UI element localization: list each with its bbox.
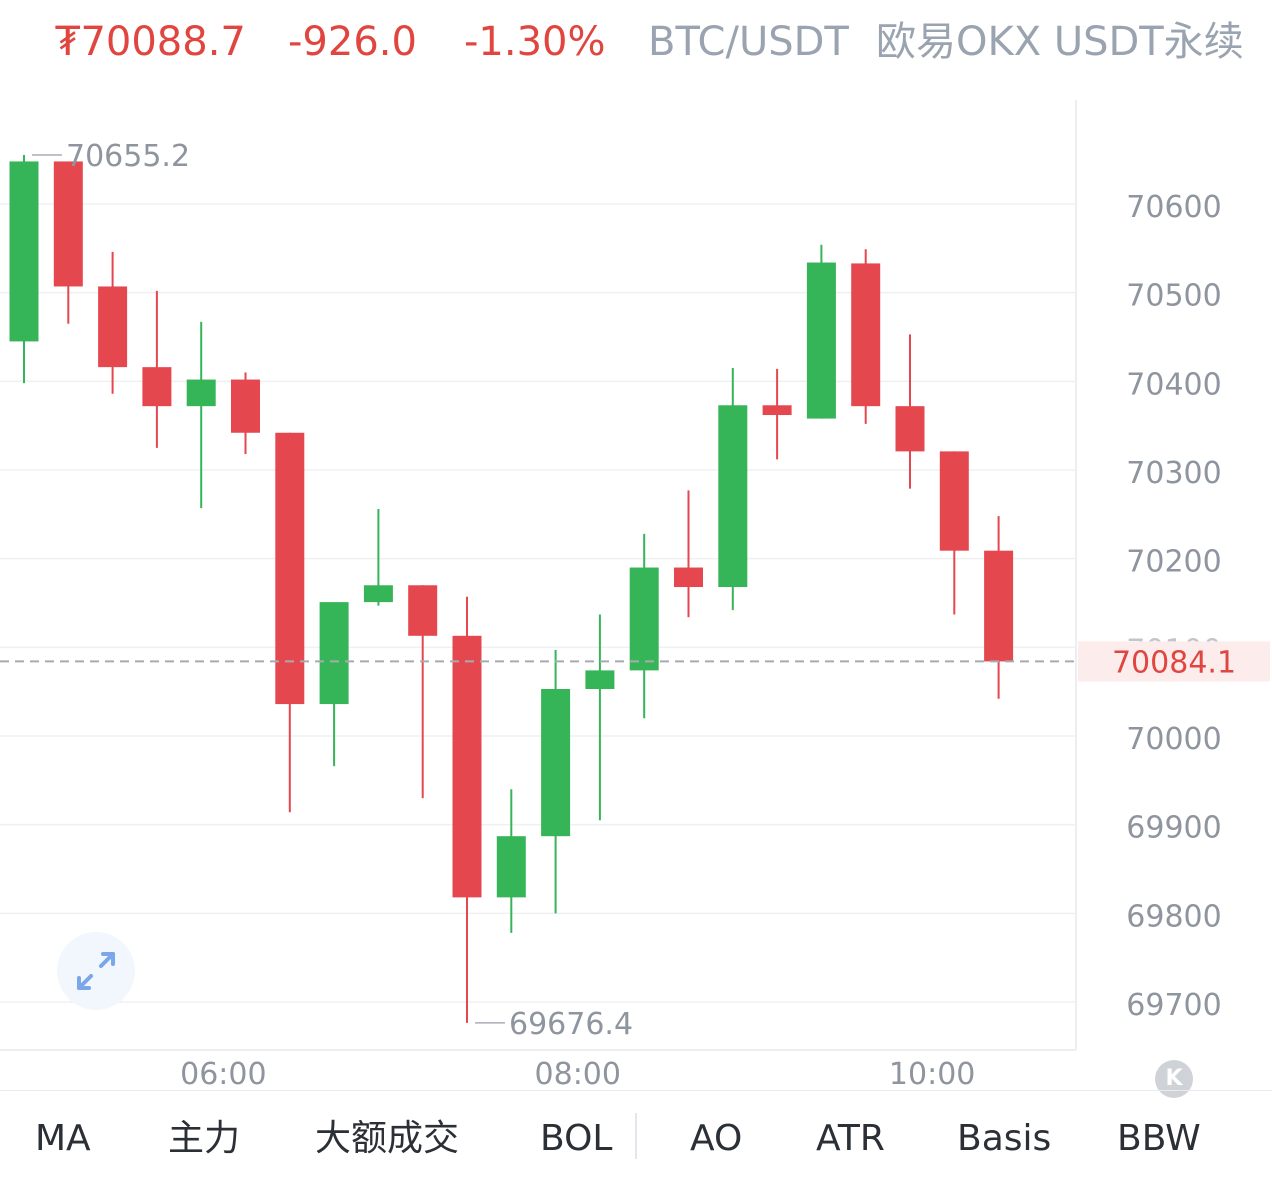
x-tick-label: 10:00 [889,1057,975,1090]
candle-down [851,249,881,424]
expand-arrows-icon [77,952,115,990]
candle-body [939,451,969,551]
tab-bol[interactable]: BOL [540,1118,613,1159]
candle-body [408,585,438,636]
tab-atr[interactable]: ATR [816,1118,885,1159]
candle-down [408,585,438,799]
candle-body [806,262,836,419]
last-price: ₮70088.7 [55,19,246,65]
k-badge-icon[interactable]: K [1155,1060,1193,1098]
tab-ao[interactable]: AO [690,1118,743,1159]
last-price-tag [1078,641,1270,682]
candle-up [496,789,526,933]
candle-down [231,372,260,455]
candle-down [452,596,482,1023]
tab-bbw[interactable]: BBW [1117,1118,1201,1159]
candle-body [53,161,83,287]
exchange-name: 欧易OKX USDT永续 [876,19,1244,65]
y-tick-label: 69800 [1126,899,1221,934]
candle-up [718,368,748,611]
low-label: 69676.4 [509,1007,633,1042]
candle-down [142,290,172,448]
candle-body [496,836,526,898]
candle-body [541,689,571,837]
trading-pair: BTC/USDT [648,19,849,65]
candle-up [585,614,615,821]
ticker-header: ₮70088.7 -926.0 -1.30% BTC/USDT 欧易OKX US… [0,0,1272,90]
candle-body [363,585,393,603]
y-tick-label: 70600 [1126,190,1221,225]
indicator-tabs: MA 主力 大额成交 BOL AO ATR Basis BBW [0,1090,1272,1194]
high-label: 70655.2 [66,139,190,174]
candle-body [452,635,482,898]
x-tick-label: 08:00 [535,1057,621,1090]
y-tick-label: 69700 [1126,988,1221,1023]
x-tick-label: 06:00 [180,1057,266,1090]
candle-down [674,490,703,618]
price-change-percent: -1.30% [464,19,606,65]
tab-main-force[interactable]: 主力 [168,1118,241,1159]
candle-up [9,155,39,384]
candle-up [541,649,571,914]
candle-body [231,379,260,433]
candle-body [585,670,615,690]
candlestick-chart[interactable]: 70600 70500 70400 70300 70200 70000 69900 69800… [0,100,1272,1090]
y-tick-label: 70300 [1126,456,1221,491]
candle-body [186,379,216,407]
y-tick-label: 70500 [1126,279,1221,314]
candle-body [142,367,172,407]
candle-down [275,432,305,813]
y-tick-label: 70200 [1126,545,1221,580]
candle-body [674,567,703,588]
tab-basis[interactable]: Basis [957,1118,1052,1159]
price-change: -926.0 [288,19,417,65]
candle-down [98,251,128,394]
candle-body [984,550,1014,662]
tab-divider [635,1113,637,1159]
y-tick-label: 70000 [1126,722,1221,757]
candle-down [939,451,969,615]
fullscreen-button[interactable] [57,932,135,1010]
candle-body [9,161,39,342]
candle-body [851,263,881,407]
y-tick-label: 70400 [1126,367,1221,402]
candle-body [319,602,349,705]
candle-body [762,405,792,416]
candle-up [629,533,659,719]
candle-up [363,509,393,606]
candle-down [984,516,1014,699]
candle-body [629,567,659,671]
candle-body [275,432,305,705]
candle-down [895,334,925,489]
last-price-label: 70084.1 [1112,645,1236,680]
candle-down [53,161,83,324]
candle-body [98,286,128,368]
candle-up [319,602,349,767]
tab-ma[interactable]: MA [35,1118,91,1159]
candle-up [806,244,836,419]
y-tick-label: 69900 [1126,811,1221,846]
candle-body [895,406,925,452]
tab-large-trades[interactable]: 大额成交 [315,1118,460,1159]
candle-up [186,321,216,509]
candle-body [718,405,748,588]
candle-down [762,368,792,460]
